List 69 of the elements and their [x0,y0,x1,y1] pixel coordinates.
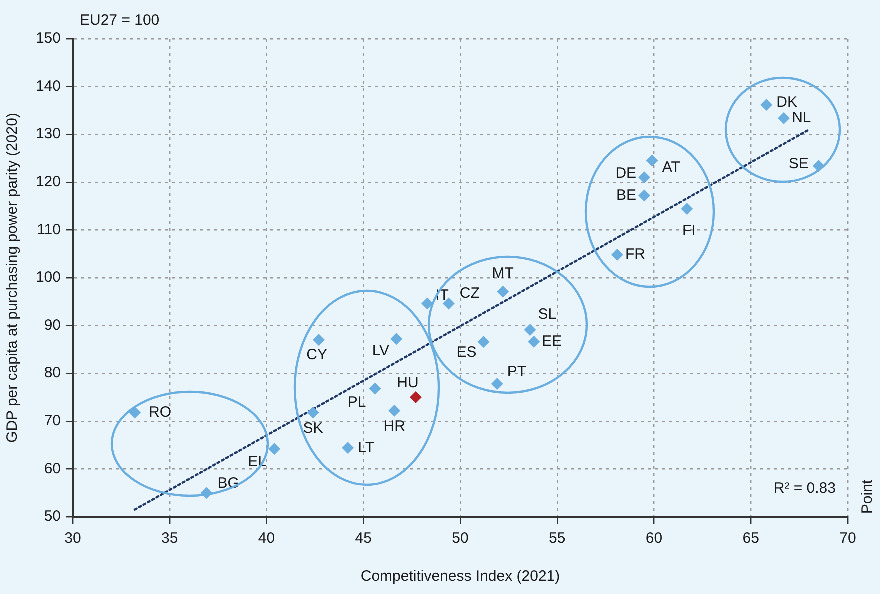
annotation: ES [456,344,477,362]
annotation: PT [507,363,526,380]
point [129,406,141,419]
annotation: SK [303,420,324,437]
annotation: NL [792,109,812,126]
y-axis-title: GDP per capita at purchasing power parity (2020) [4,113,22,443]
annotation: SL [538,306,557,324]
annotation: EE [542,333,562,350]
point [388,404,401,417]
point [268,443,280,456]
annotation: RO [149,404,172,421]
y-tick-label: 130 [36,126,61,143]
x-tick-label: 55 [549,530,566,548]
y-tick-label: 60 [44,460,61,478]
y-tick-label: 50 [44,508,61,526]
x-tick-label: 45 [355,530,372,548]
annotation: BE [616,186,637,204]
y-tick-label: 110 [37,221,61,238]
y-tick-label: 80 [44,364,61,382]
point [611,249,624,262]
point [342,442,354,454]
annotation: MT [492,265,514,282]
x-axis-title: Competitiveness Index (2021) [360,568,560,586]
annotation: AT [662,159,680,176]
annotation: HU [397,374,419,392]
point [760,98,773,111]
point [478,336,490,348]
point [646,154,658,167]
point [778,112,790,124]
annotation: R² = 0.83 [774,480,836,498]
point [524,324,536,336]
annotation: PL [348,394,366,412]
point [390,333,403,346]
point [491,378,504,390]
annotation: LT [358,439,375,456]
point [528,336,540,348]
annotation: DE [616,164,637,182]
point [410,392,422,404]
annotation: FR [625,246,646,264]
point [422,298,434,310]
text: EU27 = 100 [80,12,160,30]
point [307,406,320,419]
annotation: DK [776,94,798,112]
annotation: FI [682,222,696,240]
x-tick-label: 65 [742,530,760,548]
point [497,286,510,298]
point [638,190,651,202]
x-tick-label: 35 [162,530,178,548]
point [313,334,326,346]
annotation: CZ [460,284,480,302]
y-tick-label: 70 [44,412,61,430]
y-tick-label: 90 [44,316,61,334]
annotation: CY [306,346,328,364]
point [638,172,651,184]
y-tick-label: 100 [36,269,61,286]
point [681,203,694,216]
x-tick-label: 60 [646,530,663,548]
x-tick-label: 70 [840,530,856,548]
x-tick-label: 40 [258,530,276,548]
y-tick-label: 120 [36,174,61,191]
point [369,382,382,395]
annotation: LV [372,342,390,360]
y-tick-label: 150 [36,30,61,48]
y-tick-label: 140 [36,78,61,95]
x-tick-label: 50 [452,530,469,548]
annotation: HR [384,418,406,436]
annotation: SE [788,155,809,172]
x-tick-label: 30 [64,530,82,548]
text: Point [859,479,876,514]
